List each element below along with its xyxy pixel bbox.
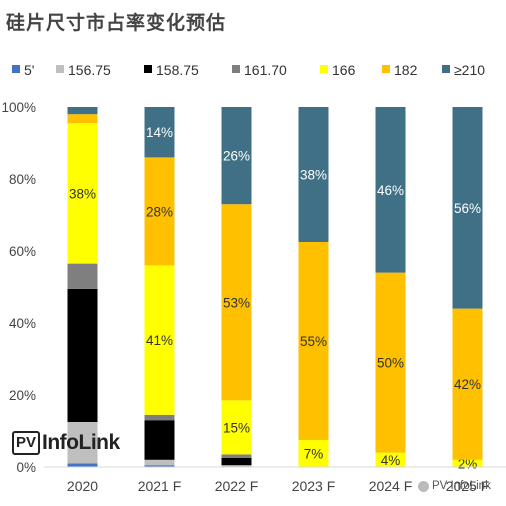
data-label: 38% (300, 168, 327, 183)
legend-label-15675: 156.75 (68, 62, 111, 78)
legend-swatch-166 (320, 65, 328, 73)
data-label: 53% (223, 295, 250, 310)
bar-segment (144, 465, 175, 467)
logo-text: InfoLink (42, 431, 120, 454)
data-label: 15% (223, 420, 250, 435)
legend-swatch-5 (12, 65, 20, 73)
y-tick-label: 40% (9, 316, 36, 331)
legend-label-15875: 158.75 (156, 62, 199, 78)
watermark: PV InfoLink (418, 480, 491, 492)
x-category-label: 2023 F (292, 478, 336, 494)
data-label: 55% (300, 334, 327, 349)
bar-segment (375, 272, 406, 453)
legend-swatch-182 (382, 65, 390, 73)
bar-segment (144, 420, 175, 460)
bar-segment (221, 465, 252, 467)
bar-segment (67, 114, 98, 124)
logo-pv-box: PV (12, 431, 41, 455)
data-label: 14% (146, 125, 173, 140)
data-label: 46% (377, 183, 404, 198)
data-label: 56% (454, 201, 481, 216)
x-category-label: 2022 F (215, 478, 259, 494)
data-label: 26% (223, 149, 250, 164)
bar-segment (298, 242, 329, 440)
bar-segment (67, 422, 98, 464)
legend-label-210: ≥210 (454, 62, 485, 78)
bar-segment (144, 414, 175, 421)
bar-segment (221, 204, 252, 401)
legend-label-166: 166 (332, 62, 356, 78)
bar-segment (67, 288, 98, 422)
bars-area: 38% 41% 28% 14% 15% 53% 26% 7% 55% 38% 4% 50% 46% 2% 4… (67, 107, 483, 471)
watermark-text: PV InfoLink (432, 480, 491, 492)
data-label: 42% (454, 377, 481, 392)
x-category-label: 2020 (67, 478, 98, 494)
bar-segment (221, 458, 252, 466)
bar-segment (67, 107, 98, 115)
bar-segment (452, 107, 483, 309)
bar-segment (452, 459, 483, 467)
bar-segment (67, 123, 98, 264)
x-category-label: 2025 F (446, 478, 490, 494)
bar-segment (375, 452, 406, 467)
bar-segment (144, 459, 175, 466)
bar-segment (144, 157, 175, 266)
data-label: 50% (377, 356, 404, 371)
bar-segment (144, 107, 175, 158)
bar-segment (452, 308, 483, 460)
bar-segment (221, 107, 252, 205)
legend-label-16170: 161.70 (244, 62, 287, 78)
bar-segment (67, 463, 98, 467)
y-tick-label: 20% (9, 388, 36, 403)
chart-legend: 5' 156.75 158.75 161.70 166 182 ≥210 (12, 62, 485, 78)
bar-segment (298, 107, 329, 242)
data-label: 28% (146, 204, 173, 219)
y-tick-label: 60% (9, 244, 36, 259)
legend-label-5: 5' (24, 62, 34, 78)
x-category-label: 2024 F (369, 478, 413, 494)
data-label: 7% (304, 447, 324, 462)
bar-segment (375, 107, 406, 273)
bar-segment (221, 400, 252, 455)
legend-label-182: 182 (394, 62, 418, 78)
bar-segment (298, 440, 329, 467)
data-label: 41% (146, 333, 173, 348)
wechat-icon (418, 480, 429, 492)
x-category-label: 2021 F (138, 478, 182, 494)
y-axis: 0% 20% 40% 60% 80% 100% (1, 100, 36, 475)
data-label: 4% (381, 453, 401, 468)
y-tick-label: 100% (1, 100, 36, 115)
legend-swatch-15675 (56, 65, 64, 73)
data-label: 2% (458, 456, 478, 471)
y-tick-label: 80% (9, 172, 36, 187)
legend-swatch-15875 (144, 65, 152, 73)
x-axis: 2020 2021 F 2022 F 2023 F 2024 F 2025 F (44, 466, 506, 494)
bar-segment (144, 265, 175, 415)
infolink-logo: PV InfoLink (12, 428, 120, 458)
legend-swatch-210 (442, 65, 450, 73)
bar-segment (221, 454, 252, 458)
legend-swatch-16170 (232, 65, 240, 73)
chart-title: 硅片尺寸市占率变化预估 (6, 13, 227, 34)
bar-segment (67, 263, 98, 289)
y-tick-label: 0% (16, 460, 36, 475)
data-label: 38% (69, 186, 96, 201)
